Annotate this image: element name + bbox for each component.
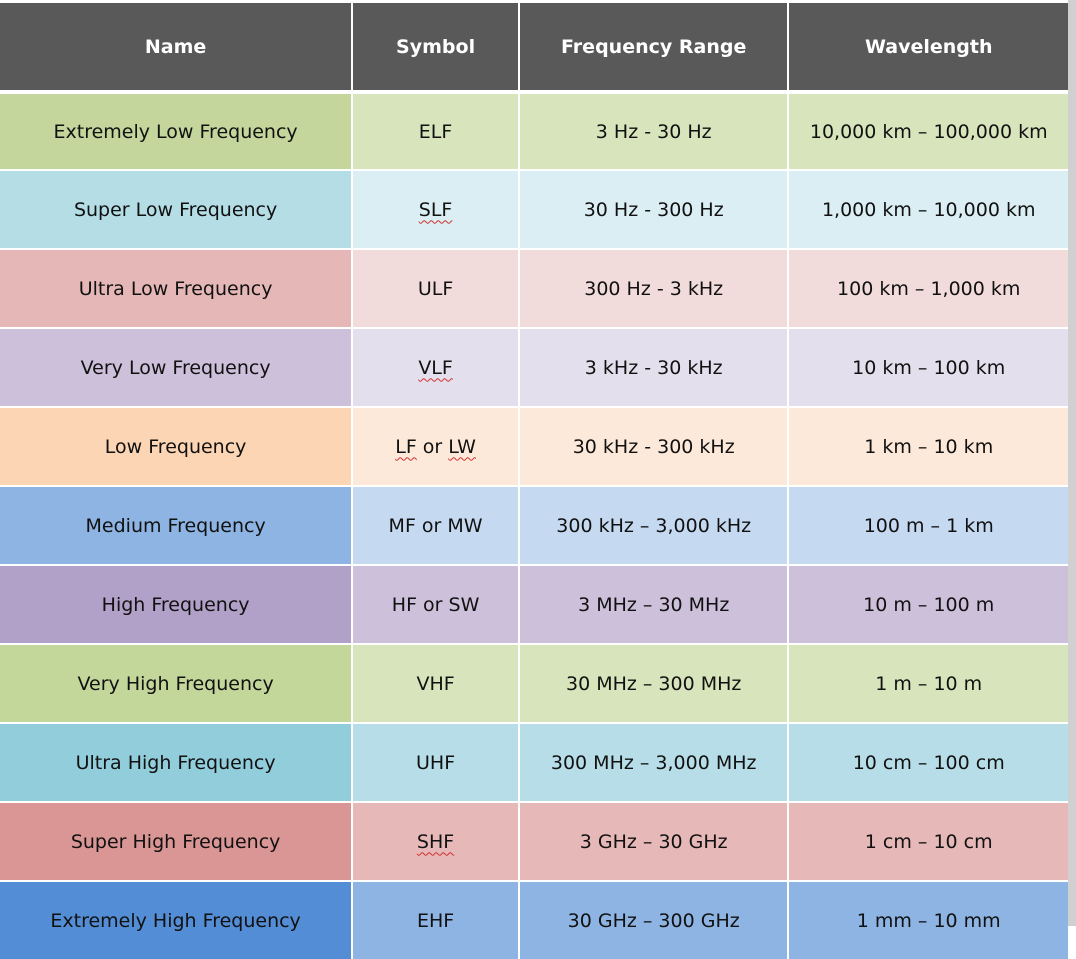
cell-symbol: ELF [353, 90, 518, 169]
cell-name: Ultra Low Frequency [0, 248, 352, 327]
table-row: Very High Frequency VHF 30 MHz – 300 MHz 1 … [0, 643, 1068, 722]
cell-name: Extremely Low Frequency [0, 90, 352, 169]
cell-name: Super Low Frequency [0, 169, 352, 248]
spellcheck-underline: SHF [416, 830, 455, 853]
cell-wavelength: 100 km – 1,000 km [789, 248, 1068, 327]
header-row: Name Symbol Frequency Range Wavelength [0, 3, 1068, 90]
table-row: Ultra Low Frequency ULF 300 Hz - 3 kHz 100 … [0, 248, 1068, 327]
cell-name: Extremely High Frequency [0, 880, 352, 959]
cell-name: Ultra High Frequency [0, 722, 352, 801]
spellcheck-underline: VLF [418, 356, 453, 379]
cell-symbol: SHF [353, 801, 518, 880]
table-row: Ultra High Frequency UHF 300 MHz – 3,000 M… [0, 722, 1068, 801]
cell-wavelength: 1,000 km – 10,000 km [789, 169, 1068, 248]
cell-symbol: VHF [353, 643, 518, 722]
cell-wavelength: 10 cm – 100 cm [789, 722, 1068, 801]
cell-wavelength: 10 km – 100 km [789, 327, 1068, 406]
header-frequency-range: Frequency Range [519, 3, 788, 90]
frequency-bands-table: Name Symbol Frequency Range Wavelength E… [0, 3, 1070, 959]
spellcheck-underline: LW [448, 435, 476, 458]
cell-wavelength: 1 mm – 10 mm [789, 880, 1068, 959]
spellcheck-underline: SLF [418, 198, 453, 221]
cell-name: Super High Frequency [0, 801, 352, 880]
cell-symbol: EHF [353, 880, 518, 959]
table-row: Super High Frequency SHF 3 GHz – 30 GHz 1 c… [0, 801, 1068, 880]
cell-frequency-range: 30 Hz - 300 Hz [519, 169, 788, 248]
cell-symbol: LF or LW [353, 406, 518, 485]
table-row: Super Low Frequency SLF 30 Hz - 300 Hz 1,00… [0, 169, 1068, 248]
header-symbol: Symbol [353, 3, 518, 90]
cell-frequency-range: 300 kHz – 3,000 kHz [519, 485, 788, 564]
cell-wavelength: 10 m – 100 m [789, 564, 1068, 643]
cell-name: Low Frequency [0, 406, 352, 485]
cell-name: Very Low Frequency [0, 327, 352, 406]
table-row: Extremely High Frequency EHF 30 GHz – 300 … [0, 880, 1068, 959]
cell-wavelength: 100 m – 1 km [789, 485, 1068, 564]
cell-wavelength: 1 cm – 10 cm [789, 801, 1068, 880]
cell-symbol: SLF [353, 169, 518, 248]
spellcheck-underline: LF [395, 435, 417, 458]
table-row: Medium Frequency MF or MW 300 kHz – 3,000 … [0, 485, 1068, 564]
cell-frequency-range: 3 MHz – 30 MHz [519, 564, 788, 643]
cell-frequency-range: 30 kHz - 300 kHz [519, 406, 788, 485]
cell-symbol: MF or MW [353, 485, 518, 564]
cell-frequency-range: 30 GHz – 300 GHz [519, 880, 788, 959]
cell-name: Very High Frequency [0, 643, 352, 722]
cell-frequency-range: 3 GHz – 30 GHz [519, 801, 788, 880]
cell-symbol: VLF [353, 327, 518, 406]
header-name: Name [0, 3, 352, 90]
table-row: Extremely Low Frequency ELF 3 Hz - 30 Hz 10… [0, 90, 1068, 169]
table-row: Low Frequency LF or LW 30 kHz - 300 kHz 1 k… [0, 406, 1068, 485]
cell-name: High Frequency [0, 564, 352, 643]
header-wavelength: Wavelength [789, 3, 1068, 90]
cell-frequency-range: 300 MHz – 3,000 MHz [519, 722, 788, 801]
cell-symbol: ULF [353, 248, 518, 327]
table-row: High Frequency HF or SW 3 MHz – 30 MHz 10 m… [0, 564, 1068, 643]
table-row: Very Low Frequency VLF 3 kHz - 30 kHz 10 km… [0, 327, 1068, 406]
cell-frequency-range: 300 Hz - 3 kHz [519, 248, 788, 327]
cell-name: Medium Frequency [0, 485, 352, 564]
cell-wavelength: 1 m – 10 m [789, 643, 1068, 722]
cell-frequency-range: 3 Hz - 30 Hz [519, 90, 788, 169]
cell-frequency-range: 3 kHz - 30 kHz [519, 327, 788, 406]
right-edge-strip [1068, 0, 1076, 926]
cell-symbol: UHF [353, 722, 518, 801]
cell-wavelength: 10,000 km – 100,000 km [789, 90, 1068, 169]
cell-frequency-range: 30 MHz – 300 MHz [519, 643, 788, 722]
cell-wavelength: 1 km – 10 km [789, 406, 1068, 485]
cell-symbol: HF or SW [353, 564, 518, 643]
